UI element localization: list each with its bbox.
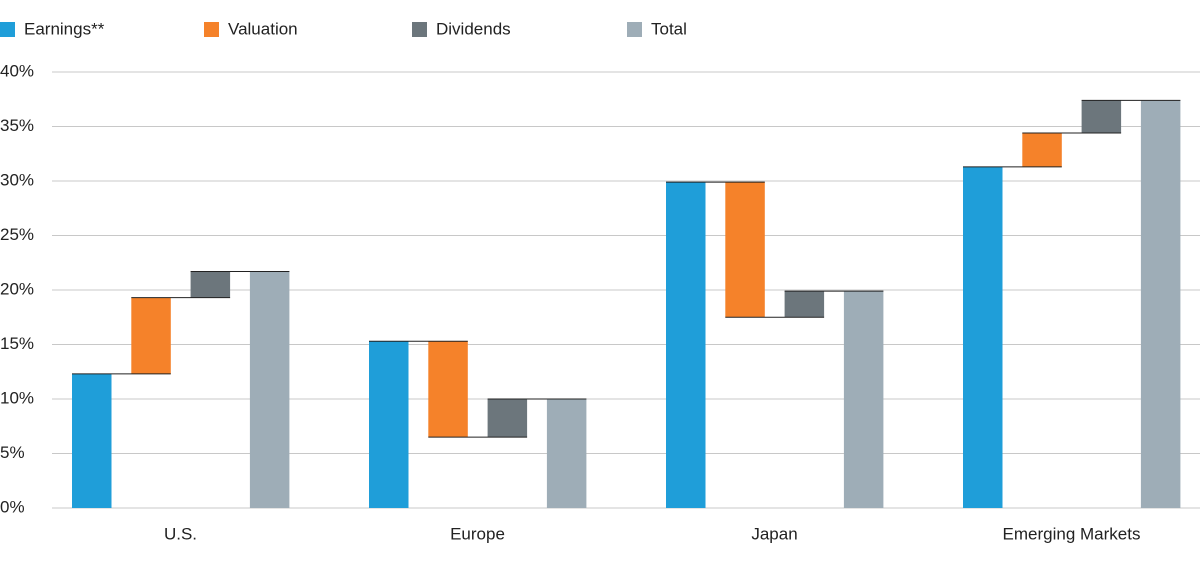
legend-label: Total — [651, 19, 687, 38]
legend-swatch — [627, 22, 642, 37]
bar — [1081, 100, 1122, 134]
bar — [487, 399, 528, 438]
y-tick-label: 5% — [0, 443, 25, 462]
bar — [843, 291, 884, 508]
legend-label: Dividends — [436, 19, 511, 38]
y-tick-label: 40% — [0, 61, 34, 80]
y-tick-label: 10% — [0, 388, 34, 407]
bar — [190, 271, 231, 298]
bar — [546, 399, 587, 508]
y-tick-label: 25% — [0, 225, 34, 244]
y-tick-label: 20% — [0, 279, 34, 298]
bar — [666, 182, 706, 508]
legend-label: Earnings** — [24, 19, 105, 38]
bar — [725, 182, 765, 318]
y-tick-label: 15% — [0, 334, 34, 353]
bar — [249, 271, 290, 508]
bar — [784, 291, 825, 318]
bar — [72, 373, 112, 508]
bar — [963, 166, 1003, 508]
x-tick-label: Japan — [751, 524, 797, 543]
bar — [1022, 133, 1062, 167]
bar — [1140, 100, 1181, 508]
y-tick-label: 35% — [0, 116, 34, 135]
y-tick-label: 30% — [0, 170, 34, 189]
legend-swatch — [412, 22, 427, 37]
legend-swatch — [204, 22, 219, 37]
legend-swatch — [0, 22, 15, 37]
x-tick-label: U.S. — [164, 524, 197, 543]
x-tick-label: Europe — [450, 524, 505, 543]
legend-label: Valuation — [228, 19, 298, 38]
bar — [369, 341, 409, 508]
bar — [131, 297, 171, 374]
x-tick-label: Emerging Markets — [1003, 524, 1141, 543]
bar — [428, 341, 468, 438]
y-tick-label: 0% — [0, 497, 25, 516]
